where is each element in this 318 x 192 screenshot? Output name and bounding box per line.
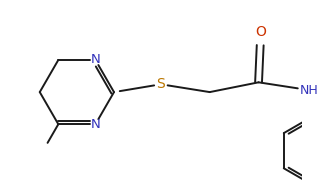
- Text: O: O: [255, 25, 266, 39]
- Text: S: S: [156, 77, 165, 91]
- Text: N: N: [91, 118, 100, 131]
- Text: N: N: [91, 53, 100, 66]
- Text: NH: NH: [300, 84, 318, 97]
